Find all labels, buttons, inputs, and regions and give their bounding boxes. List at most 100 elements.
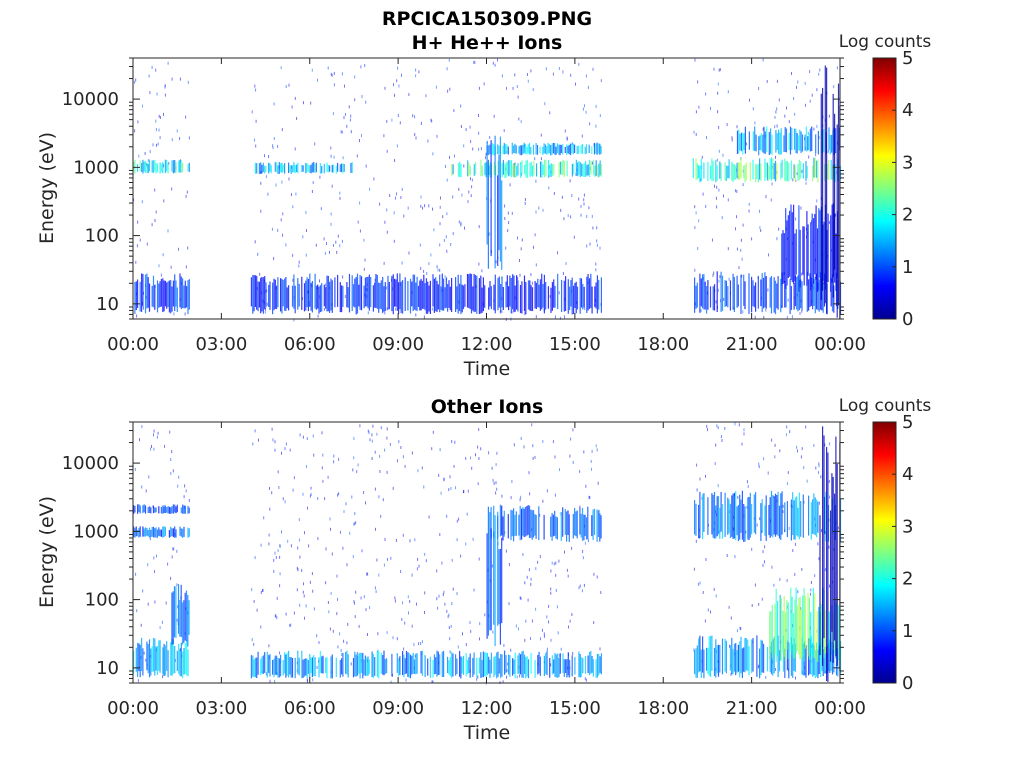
spectrogram-speck bbox=[471, 185, 473, 189]
spectrogram-band-stripe bbox=[443, 650, 445, 677]
spectrogram-band-stripe bbox=[436, 650, 438, 677]
spectrogram-band-stripe bbox=[163, 526, 165, 537]
spectrogram-speck bbox=[818, 471, 819, 475]
spectrogram-band-stripe bbox=[537, 278, 539, 308]
spectrogram-band-stripe bbox=[447, 284, 449, 312]
spectrogram-speck bbox=[758, 462, 760, 466]
spectrogram-band-stripe bbox=[158, 283, 160, 308]
spectrogram-speck bbox=[425, 94, 427, 98]
spectrogram-speck bbox=[344, 84, 345, 88]
spectrogram-band-stripe bbox=[181, 602, 184, 645]
spectrogram-band-stripe bbox=[167, 650, 169, 678]
spectrogram-speck bbox=[272, 146, 274, 150]
spectrogram-band-stripe bbox=[790, 587, 792, 651]
spectrogram-band-stripe bbox=[170, 280, 172, 314]
spectrogram-band-stripe bbox=[522, 650, 524, 679]
spectrogram-speck bbox=[717, 288, 719, 292]
spectrogram-speck bbox=[714, 462, 716, 466]
spectrogram-band-stripe bbox=[327, 275, 329, 312]
spectrogram-speck bbox=[734, 422, 736, 426]
spectrogram-band-stripe bbox=[541, 273, 543, 310]
spectrogram-speck bbox=[440, 491, 442, 495]
spectrogram-speck bbox=[255, 119, 257, 123]
spectrogram-band-stripe bbox=[725, 280, 727, 307]
spectrogram-speck bbox=[373, 177, 375, 181]
spectrogram-band-stripe bbox=[402, 280, 404, 314]
spectrogram-band-stripe bbox=[802, 163, 804, 179]
spectrogram-speck bbox=[313, 453, 315, 457]
spectrogram-band-stripe bbox=[411, 281, 413, 307]
spectrogram-speck bbox=[264, 154, 265, 158]
spectrogram-speck bbox=[340, 130, 342, 134]
spectrogram-band-stripe bbox=[148, 639, 151, 678]
spectrogram-band-stripe bbox=[545, 653, 547, 675]
spectrogram-speck bbox=[264, 310, 266, 314]
spectrogram-band-stripe bbox=[598, 653, 600, 676]
spectrogram-band-stripe bbox=[579, 654, 581, 678]
spectrogram-band-stripe bbox=[696, 163, 698, 180]
spectrogram-speck bbox=[447, 89, 449, 93]
spectrogram-band-stripe bbox=[807, 592, 809, 657]
spectrogram-band-stripe bbox=[530, 285, 532, 312]
spectrogram-band-stripe bbox=[493, 161, 495, 176]
spectrogram-band-stripe bbox=[518, 652, 520, 674]
spectrogram-speck bbox=[329, 517, 331, 521]
spectrogram-speck bbox=[386, 286, 387, 290]
spectrogram-speck bbox=[418, 70, 420, 74]
spectrogram-speck bbox=[280, 66, 282, 70]
spectrogram-speck bbox=[176, 129, 178, 133]
spectrogram-band-stripe bbox=[455, 277, 457, 312]
spectrogram-band-stripe bbox=[295, 164, 298, 173]
spectrogram-speck bbox=[159, 136, 161, 140]
spectrogram-band-stripe bbox=[186, 286, 188, 308]
spectrogram-band-stripe bbox=[502, 145, 504, 155]
spectrogram-speck bbox=[330, 222, 332, 226]
spectrogram-speck bbox=[695, 539, 697, 543]
spectrogram-band-stripe bbox=[591, 146, 593, 154]
spectrogram-speck bbox=[342, 546, 344, 550]
spectrogram-speck bbox=[442, 215, 444, 219]
spectrogram-speck bbox=[593, 621, 595, 625]
spectrogram-speck bbox=[398, 84, 400, 88]
spectrogram-band-stripe bbox=[769, 158, 771, 179]
spectrogram-band-stripe bbox=[159, 640, 161, 673]
colorbar-tick-label: 3 bbox=[902, 152, 913, 173]
spectrogram-speck bbox=[694, 268, 696, 272]
spectrogram-speck bbox=[263, 516, 265, 520]
spectrogram-band-stripe bbox=[343, 164, 345, 172]
spectrogram-speck bbox=[501, 494, 503, 498]
spectrogram-band-stripe bbox=[587, 506, 589, 540]
spectrogram-band-stripe bbox=[557, 653, 559, 678]
spectrogram-speck bbox=[437, 268, 439, 272]
spectrogram-speck bbox=[485, 156, 487, 160]
spectrogram-band-stripe bbox=[187, 594, 189, 647]
spectrogram-band-stripe bbox=[816, 273, 818, 310]
spectrogram-band-stripe bbox=[147, 644, 149, 674]
spectrogram-speck bbox=[436, 134, 438, 138]
spectrogram-band-stripe bbox=[756, 164, 758, 180]
spectrogram-band-stripe bbox=[510, 277, 512, 314]
spectrogram-speck bbox=[437, 606, 439, 610]
spectrogram-speck bbox=[276, 616, 278, 620]
spectrogram-band-stripe bbox=[599, 656, 601, 674]
spectrogram-band-stripe bbox=[785, 208, 787, 289]
spectrogram-speck bbox=[479, 637, 480, 641]
spectrogram-band-stripe bbox=[488, 287, 490, 310]
spectrogram-band-stripe bbox=[330, 278, 332, 311]
spectrogram-band-stripe bbox=[146, 273, 148, 309]
spectrogram-band-stripe bbox=[810, 635, 812, 675]
spectrogram-speck bbox=[465, 542, 467, 546]
spectrogram-speck bbox=[176, 618, 178, 622]
spectrogram-band-stripe bbox=[740, 158, 742, 178]
spectrogram-speck bbox=[339, 632, 341, 636]
spectrogram-speck bbox=[382, 498, 384, 502]
spectrogram-band-stripe bbox=[777, 635, 779, 678]
spectrogram-speck bbox=[305, 604, 307, 608]
spectrogram-band-stripe bbox=[183, 526, 185, 537]
spectrogram-band-stripe bbox=[429, 656, 431, 678]
spectrogram-speck bbox=[719, 275, 721, 279]
spectrogram-band-stripe bbox=[391, 653, 393, 677]
spectrogram-speck bbox=[591, 214, 593, 218]
spectrogram-speck bbox=[337, 645, 339, 649]
spectrogram-speck bbox=[578, 62, 580, 66]
